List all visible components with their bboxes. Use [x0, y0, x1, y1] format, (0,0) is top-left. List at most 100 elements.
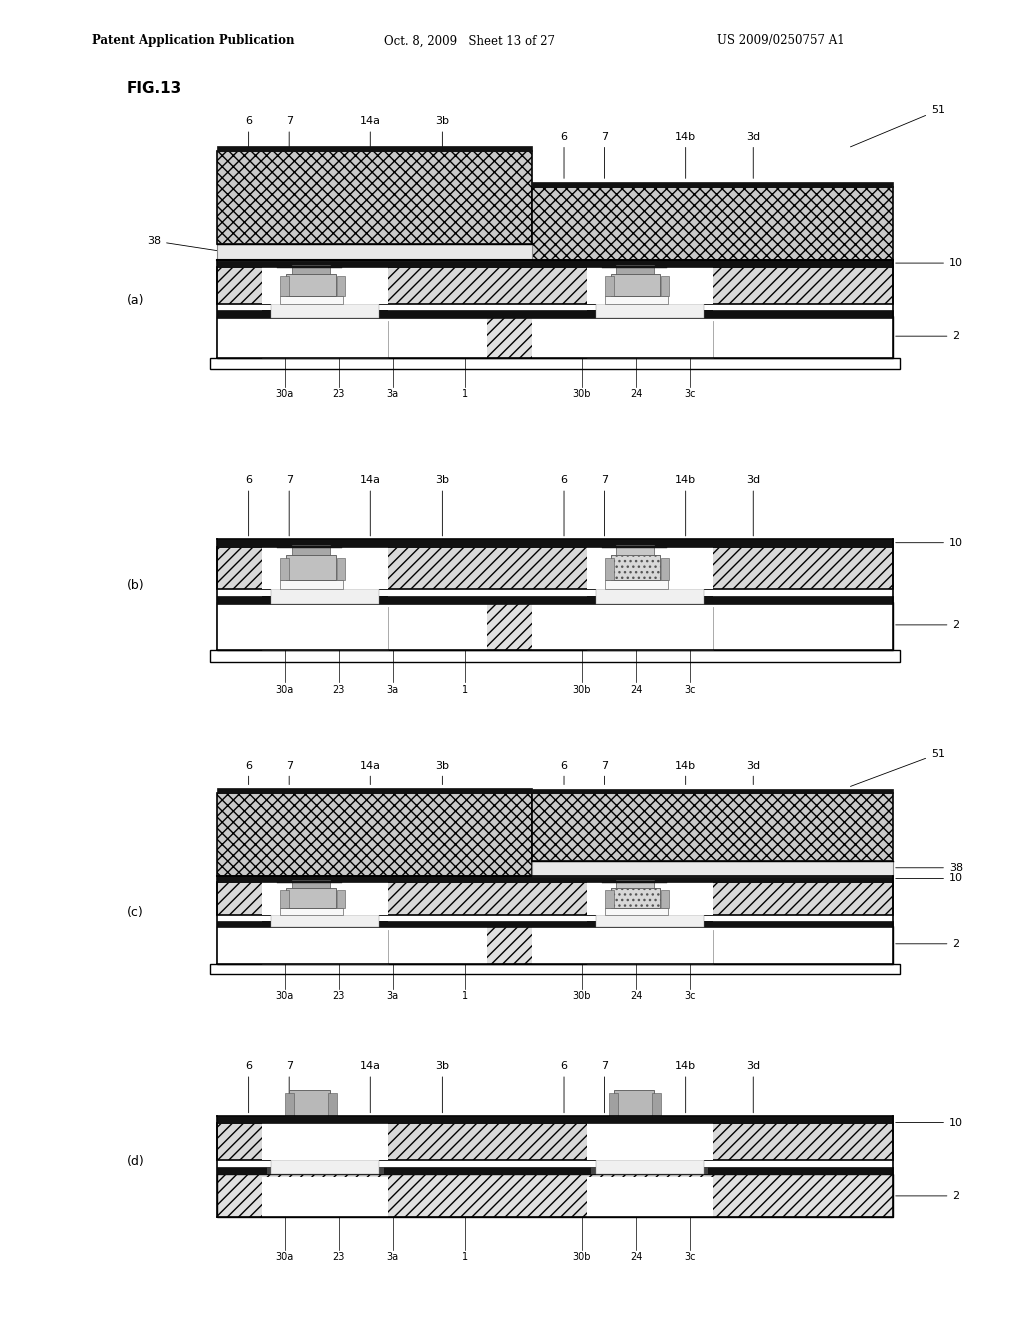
Bar	[217, 1122, 893, 1160]
Bar	[662, 276, 670, 296]
Text: 51: 51	[851, 748, 945, 787]
Text: 6: 6	[245, 760, 252, 784]
Text: 3d: 3d	[746, 132, 760, 178]
Bar	[652, 1093, 662, 1115]
Bar	[217, 792, 532, 875]
Bar	[587, 597, 713, 605]
Text: 23: 23	[333, 685, 345, 694]
Bar	[602, 545, 667, 548]
Text: 3d: 3d	[746, 1061, 760, 1113]
Text: 7: 7	[601, 760, 608, 784]
Bar	[587, 607, 713, 649]
Bar	[210, 964, 900, 974]
Text: 3d: 3d	[746, 760, 760, 784]
Text: 24: 24	[630, 1253, 642, 1262]
Text: 3a: 3a	[387, 1253, 399, 1262]
Bar	[616, 265, 654, 275]
Bar	[262, 1177, 388, 1217]
Bar	[611, 275, 660, 296]
Bar	[532, 788, 893, 793]
Bar	[281, 891, 289, 908]
Text: 24: 24	[630, 991, 642, 1002]
Text: 38: 38	[147, 236, 223, 252]
Bar	[262, 929, 388, 964]
Bar	[596, 915, 703, 927]
Bar	[281, 908, 343, 915]
Bar	[587, 607, 713, 649]
Bar	[602, 265, 667, 268]
Bar	[604, 296, 668, 305]
Text: 51: 51	[851, 106, 945, 147]
Bar	[611, 888, 660, 908]
Bar	[292, 265, 330, 275]
Bar	[278, 545, 342, 548]
Bar	[609, 1093, 618, 1115]
Bar	[611, 556, 660, 579]
Text: 14a: 14a	[359, 475, 381, 536]
Bar	[217, 602, 487, 649]
Bar	[604, 908, 668, 915]
Text: 3a: 3a	[387, 991, 399, 1002]
Text: 24: 24	[630, 389, 642, 400]
Text: 3a: 3a	[387, 685, 399, 694]
Bar	[262, 925, 388, 929]
Text: 1: 1	[462, 991, 468, 1002]
Bar	[532, 317, 893, 358]
Bar	[604, 579, 668, 589]
Bar	[271, 1160, 379, 1175]
Text: 7: 7	[286, 116, 293, 148]
Text: 6: 6	[245, 116, 252, 148]
Bar	[587, 310, 713, 318]
Bar	[278, 265, 342, 268]
Bar	[217, 260, 893, 267]
Bar	[217, 788, 532, 792]
Bar	[337, 557, 345, 579]
Bar	[587, 321, 713, 358]
Bar	[217, 546, 893, 589]
Bar	[604, 891, 613, 908]
Bar	[217, 310, 893, 318]
Bar	[262, 315, 388, 321]
Bar	[217, 882, 893, 915]
Bar	[587, 921, 713, 927]
Text: 3c: 3c	[684, 685, 696, 694]
Bar	[262, 607, 388, 649]
Bar	[262, 602, 388, 607]
Text: 6: 6	[245, 475, 252, 536]
Bar	[596, 1160, 703, 1175]
Bar	[587, 1177, 713, 1217]
Text: 14a: 14a	[359, 116, 381, 148]
Text: 2: 2	[896, 620, 959, 630]
Bar	[217, 1115, 893, 1122]
Bar	[262, 321, 388, 358]
Text: FIG.13: FIG.13	[127, 81, 182, 95]
Bar	[217, 317, 487, 358]
Text: 7: 7	[286, 475, 293, 536]
Bar	[587, 546, 713, 589]
Text: 38: 38	[896, 863, 963, 873]
Text: US 2009/0250757 A1: US 2009/0250757 A1	[717, 34, 845, 48]
Text: 14b: 14b	[675, 1061, 696, 1113]
Bar	[532, 927, 893, 964]
Text: 7: 7	[601, 1061, 608, 1113]
Bar	[217, 152, 532, 244]
Bar	[662, 557, 670, 579]
Text: 3a: 3a	[387, 389, 399, 400]
Text: 30b: 30b	[572, 991, 591, 1002]
Text: (d): (d)	[127, 1155, 144, 1168]
Text: (b): (b)	[127, 578, 144, 591]
Bar	[532, 861, 893, 875]
Bar	[587, 321, 713, 358]
Text: 30b: 30b	[572, 389, 591, 400]
Bar	[532, 187, 893, 260]
Bar	[217, 147, 532, 152]
Bar	[587, 602, 713, 607]
Text: 30a: 30a	[275, 1253, 294, 1262]
Bar	[532, 182, 893, 187]
Bar	[596, 589, 703, 605]
Text: 6: 6	[560, 760, 567, 784]
Bar	[337, 891, 345, 908]
Text: 23: 23	[333, 389, 345, 400]
Bar	[616, 545, 654, 556]
Text: (a): (a)	[127, 294, 144, 308]
